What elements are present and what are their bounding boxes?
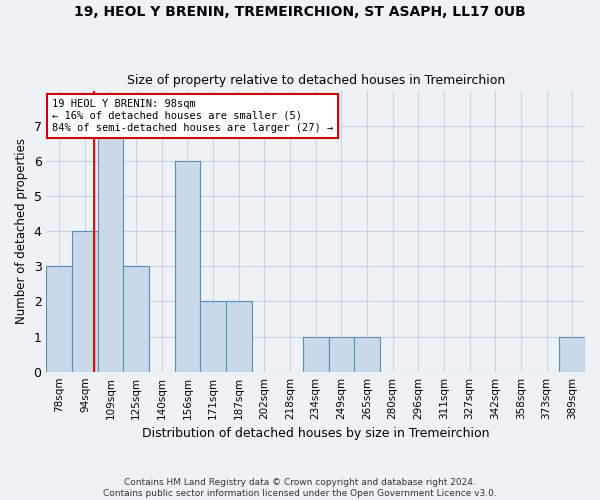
- Text: 19 HEOL Y BRENIN: 98sqm
← 16% of detached houses are smaller (5)
84% of semi-det: 19 HEOL Y BRENIN: 98sqm ← 16% of detache…: [52, 100, 333, 132]
- Bar: [98, 126, 124, 372]
- Y-axis label: Number of detached properties: Number of detached properties: [15, 138, 28, 324]
- Title: Size of property relative to detached houses in Tremeirchion: Size of property relative to detached ho…: [127, 74, 505, 87]
- Bar: [303, 336, 329, 372]
- Bar: [72, 232, 98, 372]
- Bar: [354, 336, 380, 372]
- Bar: [226, 302, 251, 372]
- X-axis label: Distribution of detached houses by size in Tremeirchion: Distribution of detached houses by size …: [142, 427, 490, 440]
- Text: Contains HM Land Registry data © Crown copyright and database right 2024.
Contai: Contains HM Land Registry data © Crown c…: [103, 478, 497, 498]
- Bar: [200, 302, 226, 372]
- Bar: [329, 336, 354, 372]
- Bar: [46, 266, 72, 372]
- Bar: [559, 336, 585, 372]
- Bar: [124, 266, 149, 372]
- Bar: [175, 161, 200, 372]
- Text: 19, HEOL Y BRENIN, TREMEIRCHION, ST ASAPH, LL17 0UB: 19, HEOL Y BRENIN, TREMEIRCHION, ST ASAP…: [74, 5, 526, 19]
